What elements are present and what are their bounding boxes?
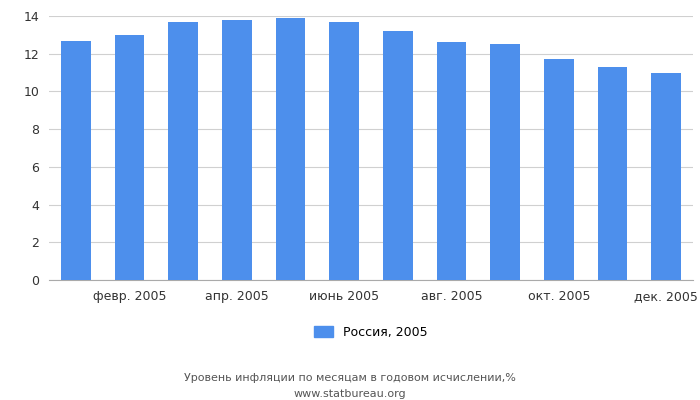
Text: Уровень инфляции по месяцам в годовом исчислении,%: Уровень инфляции по месяцам в годовом ис… (184, 373, 516, 383)
Text: www.statbureau.org: www.statbureau.org (294, 389, 406, 399)
Bar (222, 20, 251, 280)
Bar (598, 67, 627, 280)
Bar (115, 35, 144, 280)
Bar (652, 72, 681, 280)
Bar (544, 59, 573, 280)
Bar (61, 40, 90, 280)
Bar (383, 31, 412, 280)
Bar (437, 42, 466, 280)
Legend: Россия, 2005: Россия, 2005 (314, 326, 428, 339)
Bar (169, 22, 198, 280)
Bar (330, 22, 359, 280)
Bar (276, 18, 305, 280)
Bar (491, 44, 520, 280)
